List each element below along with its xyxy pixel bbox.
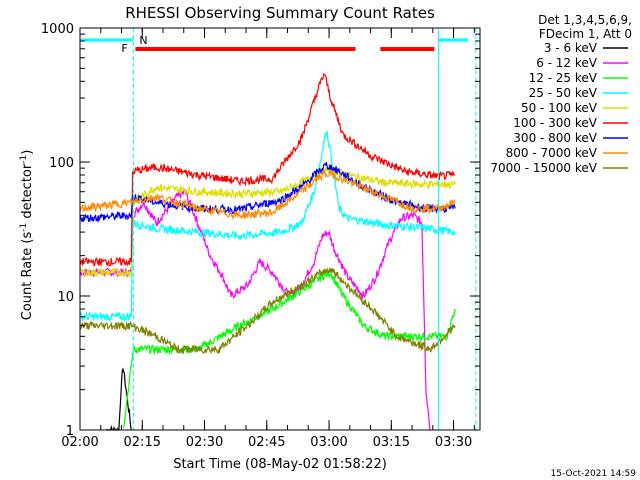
legend-label-7: 800 - 7000 keV (506, 146, 598, 160)
axes-layer: 1 10 100 1000 02:00 02:15 02:30 02:45 03:00 03:15… (41, 22, 481, 450)
flare-annotation-label: F (121, 42, 127, 55)
series-line-4 (79, 165, 456, 279)
overlay-layer: NF (80, 28, 477, 430)
series-layer (79, 73, 456, 431)
legend-label-1: 6 - 12 keV (536, 56, 598, 70)
x-tick-label: 02:00 (61, 435, 98, 450)
chart-title: RHESSI Observing Summary Count Rates (125, 4, 435, 22)
y-tick-label: 100 (49, 156, 74, 171)
x-tick-label: 03:30 (435, 435, 472, 450)
night-annotation-label: N (139, 34, 147, 47)
footer-timestamp: 15-Oct-2021 14:59 (551, 469, 637, 479)
y-tick-label: 1000 (41, 22, 74, 37)
series-line-7 (79, 169, 456, 221)
series-line-1 (79, 188, 431, 431)
x-tick-label: 03:15 (373, 435, 410, 450)
series-line-2 (122, 270, 456, 429)
legend-label-0: 3 - 6 keV (544, 41, 598, 55)
series-line-3 (79, 131, 456, 323)
y-tick-label: 1 (66, 424, 74, 439)
y-axis-label: Count Rate (s-1 detector-1) (19, 150, 35, 321)
plot-frame (79, 27, 481, 431)
x-tick-label: 03:00 (310, 435, 347, 450)
legend-label-2: 12 - 25 keV (529, 71, 598, 85)
legend-header-line-2: FDecim 1, Att 0 (539, 27, 632, 41)
legend-label-8: 7000 - 15000 keV (490, 161, 597, 175)
legend-label-6: 300 - 800 keV (513, 131, 597, 145)
legend-label-5: 100 - 300 keV (513, 116, 597, 130)
series-line-5 (79, 73, 456, 267)
x-axis-label: Start Time (08-May-02 01:58:22) (173, 457, 387, 472)
legend-label-4: 50 - 100 keV (521, 101, 598, 115)
legend: Det 1,3,4,5,6,9, FDecim 1, Att 0 3 - 6 k… (490, 13, 632, 175)
legend-label-3: 25 - 50 keV (529, 86, 598, 100)
x-tick-label: 02:45 (248, 435, 285, 450)
legend-header-line-1: Det 1,3,4,5,6,9, (538, 13, 632, 27)
series-line-8 (79, 267, 456, 355)
x-tick-label: 02:30 (186, 435, 223, 450)
y-tick-label: 10 (57, 290, 74, 305)
x-tick-label: 02:15 (124, 435, 161, 450)
